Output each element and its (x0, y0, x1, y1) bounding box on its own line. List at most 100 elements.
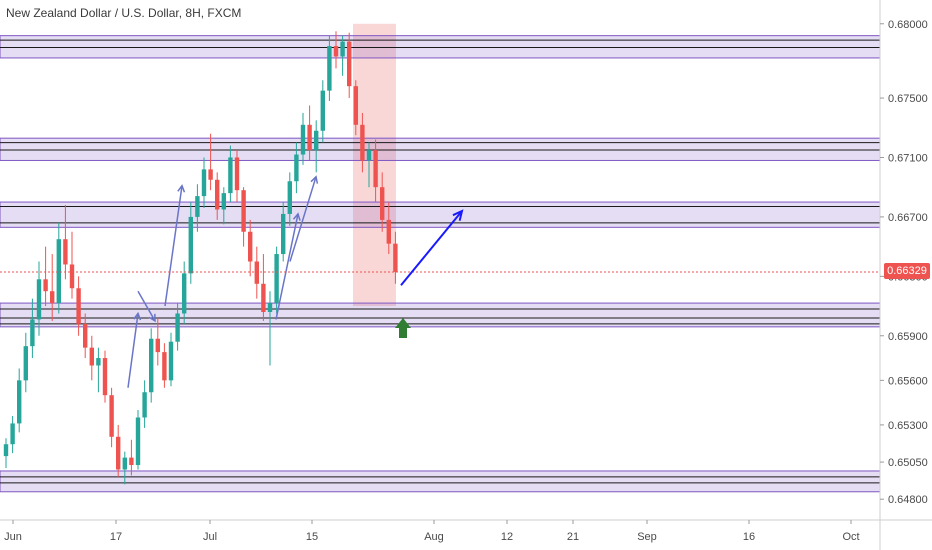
x-tick-label: Oct (842, 531, 859, 543)
candle-body (267, 303, 273, 312)
trend-arrow (127, 313, 139, 388)
candle-body (281, 213, 286, 255)
trend-arrow-head (133, 311, 142, 321)
candle-body (195, 196, 200, 217)
candle-body (340, 41, 345, 57)
trend-arrow-head (310, 175, 319, 184)
candle-body (50, 291, 55, 304)
y-tick-label: 0.67500 (888, 93, 928, 105)
candle-body (386, 219, 391, 244)
candle-body (56, 239, 61, 304)
candle-body (228, 157, 233, 194)
trend-arrow-head (177, 184, 186, 193)
buy-arrow-icon (395, 318, 411, 338)
x-tick-label: Aug (424, 531, 444, 543)
candle-body (221, 193, 226, 210)
candle-body (102, 358, 108, 396)
x-tick-label: Sep (637, 531, 657, 543)
candle-body (254, 261, 259, 284)
candle-body (353, 86, 358, 125)
y-tick-label: 0.68000 (888, 19, 928, 31)
chart-title: New Zealand Dollar / U.S. Dollar, 8H, FX… (6, 6, 242, 20)
candle-body (182, 273, 187, 314)
zone-1 (0, 35, 881, 59)
candle-body (63, 239, 68, 265)
candle-body (23, 346, 28, 381)
x-tick-label: Jun (4, 531, 22, 543)
candle-body (149, 338, 154, 393)
y-tick-label: 0.64800 (888, 494, 928, 506)
projection-arrow (400, 210, 463, 286)
y-tick-label: 0.65300 (888, 420, 928, 432)
candle-body (307, 124, 312, 151)
candle-body (155, 338, 160, 353)
candle-body (261, 283, 266, 312)
x-tick-label: 21 (567, 531, 579, 543)
candle-body (122, 457, 127, 470)
y-tick-label: 0.65600 (888, 375, 928, 387)
y-tick-label: 0.67100 (888, 152, 928, 164)
candle-body (380, 187, 385, 220)
candle-body (69, 264, 75, 289)
candle-body (83, 323, 88, 348)
candle-body (314, 130, 319, 151)
candle-body (175, 313, 180, 342)
candle-body (162, 352, 167, 381)
candle-body (274, 254, 279, 304)
candle-body (36, 279, 42, 320)
zone-3 (0, 201, 881, 228)
candle-body (201, 169, 207, 197)
candle-body (43, 279, 48, 292)
candle-body (241, 190, 246, 232)
candle-body (76, 288, 81, 324)
candle-body (96, 358, 101, 366)
x-tick-label: 16 (743, 531, 755, 543)
y-tick-label: 0.66700 (888, 212, 928, 224)
zone-5 (0, 470, 881, 493)
candle-body (320, 90, 325, 131)
candle-body (129, 457, 134, 466)
candle-body (17, 380, 22, 424)
x-tick-label: 17 (110, 531, 122, 543)
candle-body (135, 417, 141, 466)
candle-body (109, 395, 114, 437)
candle-body (360, 124, 365, 161)
candle-body (347, 41, 352, 87)
trend-arrow-head (148, 313, 156, 323)
x-tick-label: 15 (306, 531, 318, 543)
candle-body (327, 46, 332, 91)
candle-body (294, 154, 299, 182)
candle-body (142, 392, 147, 418)
candle-body (234, 157, 240, 191)
candle-body (89, 347, 94, 366)
candle-body (333, 46, 339, 57)
candle-body (188, 216, 193, 274)
candle-body (10, 423, 15, 445)
x-tick-label: 12 (501, 531, 513, 543)
candle-body (208, 169, 213, 180)
trend-arrow (289, 176, 317, 262)
x-tick-label: Jul (203, 531, 217, 543)
candle-body (30, 319, 35, 347)
candle-body (248, 231, 253, 262)
last-price-badge: 0.66329 (884, 263, 930, 279)
projection-arrow-head (452, 209, 464, 221)
candle-body (168, 341, 174, 381)
candle-body (366, 150, 372, 161)
trend-arrow (275, 213, 299, 320)
trend-arrow (137, 290, 156, 322)
y-tick-label: 0.65050 (888, 457, 928, 469)
candle-body (373, 150, 378, 188)
trend-arrow (164, 185, 183, 307)
zone-4 (0, 302, 881, 328)
candle-body (393, 243, 398, 272)
candle-body (287, 181, 292, 214)
y-tick-label: 0.65900 (888, 331, 928, 343)
candle-body (3, 444, 9, 457)
zone-2 (0, 137, 881, 161)
trend-arrow-head (292, 212, 301, 221)
candle-body (300, 124, 306, 155)
candle-body (215, 179, 220, 210)
